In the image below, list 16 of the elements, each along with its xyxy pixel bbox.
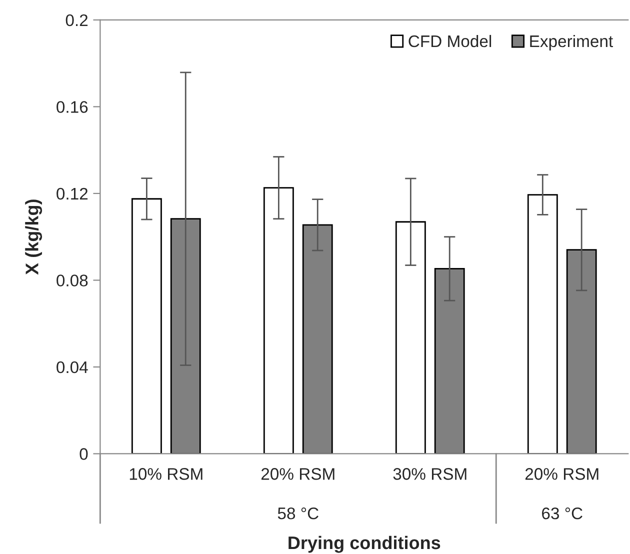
y-tick-label: 0.2 xyxy=(66,14,88,26)
y-tick-label: 0 xyxy=(80,448,88,460)
text: 58 °C xyxy=(278,508,318,520)
y-tick-label: 0.12 xyxy=(56,188,88,200)
y-tick-label: 0.16 xyxy=(56,101,88,113)
legend-label: Experiment xyxy=(530,34,613,50)
y-axis-title: X (kg/kg) xyxy=(25,200,42,275)
x-tick-label: 20% RSM xyxy=(525,468,598,480)
x-tick-label: 20% RSM xyxy=(261,468,334,480)
x-axis-title: Drying conditions xyxy=(288,536,440,553)
legend-label: CFD Model xyxy=(408,34,492,48)
y-tick-label: 0.08 xyxy=(56,274,88,286)
text: 63 °C xyxy=(542,508,582,520)
x-tick-label: 10% RSM xyxy=(130,468,202,480)
x-tick-label: 30% RSM xyxy=(393,468,466,480)
y-tick-label: 0.04 xyxy=(56,361,88,374)
